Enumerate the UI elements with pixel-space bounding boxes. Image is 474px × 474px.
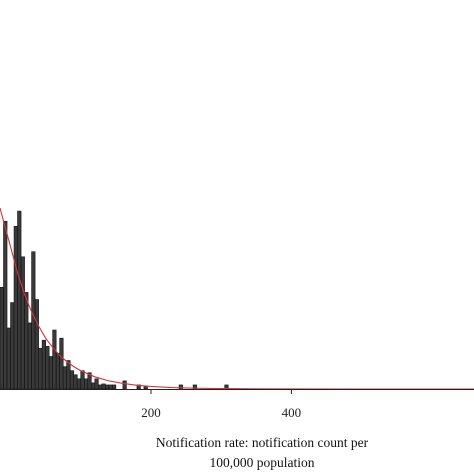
histogram-bar xyxy=(27,322,32,390)
histogram-bar xyxy=(122,380,127,390)
histogram-bar xyxy=(3,220,8,390)
x-axis-title-line-1: Notification rate: notification count pe… xyxy=(156,435,369,450)
histogram-bar xyxy=(59,337,64,390)
histogram-bar xyxy=(69,370,75,390)
x-axis-tick-label: 200 xyxy=(141,405,161,420)
histogram-bar xyxy=(13,226,18,390)
fitted-density-curve xyxy=(0,207,474,390)
histogram-bar xyxy=(83,378,89,390)
histogram-bar xyxy=(24,292,29,390)
histogram-bar xyxy=(45,345,50,390)
histogram-bar xyxy=(31,251,36,390)
histogram-bar xyxy=(80,370,85,390)
x-axis-tick-label: 400 xyxy=(282,405,302,420)
histogram-bar xyxy=(10,302,15,390)
histogram-bar xyxy=(20,256,25,390)
histogram-bar xyxy=(41,339,46,390)
histogram-bar xyxy=(55,353,60,390)
histogram-bar xyxy=(48,356,53,390)
histogram-bar xyxy=(76,378,82,390)
histogram-bar xyxy=(66,360,71,390)
histogram-bar xyxy=(0,287,4,390)
histogram-bar xyxy=(62,366,68,390)
histogram-bar xyxy=(34,299,39,390)
histogram-bar xyxy=(6,327,11,390)
histogram-bar xyxy=(98,384,103,390)
histogram-bar xyxy=(108,384,113,390)
histogram-bar xyxy=(94,378,99,390)
histogram-bar xyxy=(17,210,22,390)
x-axis-ticks: 200 400 xyxy=(141,389,301,420)
histogram-bar xyxy=(38,348,43,390)
histogram-bar xyxy=(112,384,117,390)
histogram-bar xyxy=(90,382,96,390)
histogram-bars xyxy=(0,210,229,390)
x-axis-title-line-2: 100,000 population xyxy=(210,455,315,470)
histogram-bar xyxy=(101,383,106,390)
histogram-bar xyxy=(52,329,57,390)
histogram-bar xyxy=(73,374,78,390)
histogram-bar xyxy=(105,384,110,390)
